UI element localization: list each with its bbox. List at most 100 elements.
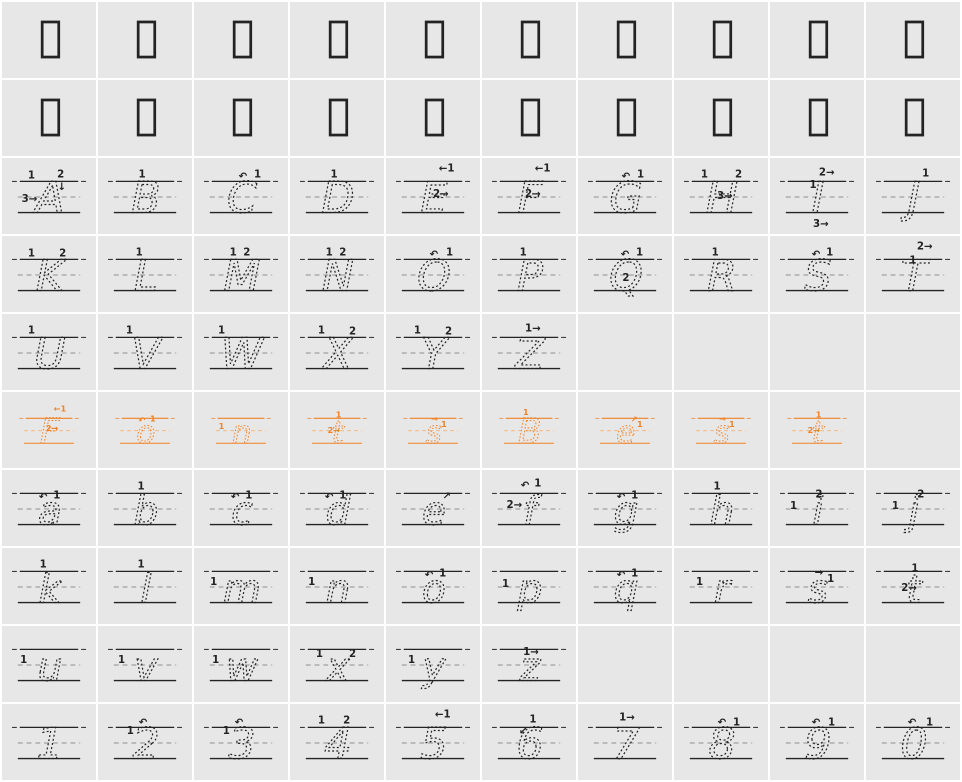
glyph-cell-d[interactable]: d ↶ 1 <box>290 470 384 546</box>
glyph-cell-Z[interactable]: Z 1→ <box>482 314 576 390</box>
glyph-cell-o[interactable]: o ↶ 1 <box>98 392 192 468</box>
glyph-cell-e[interactable]: e ↗ <box>386 470 480 546</box>
glyph-cell-8[interactable]: 8 ↶ 1 <box>674 704 768 780</box>
svg-text:←1: ←1 <box>535 164 551 175</box>
svg-text:4: 4 <box>324 720 351 770</box>
glyph-cell-5[interactable]: 5 ←1 <box>386 704 480 780</box>
notdef-glyph-cell[interactable] <box>386 2 480 78</box>
glyph-cell-g[interactable]: g ↶ 1 <box>578 470 672 546</box>
glyph-cell-1[interactable]: 1 <box>2 704 96 780</box>
glyph-cell-9[interactable]: 9 ↶ 1 <box>770 704 864 780</box>
notdef-glyph-cell[interactable] <box>290 80 384 156</box>
notdef-glyph-cell[interactable] <box>578 80 672 156</box>
glyph-cell-Q[interactable]: Q ↶ 1 2 <box>578 236 672 312</box>
traced-letter-6: 61↙ <box>491 715 567 770</box>
notdef-glyph-cell[interactable] <box>2 2 96 78</box>
glyph-cell-2[interactable]: 2 ↶ 1 <box>98 704 192 780</box>
traced-letter-x: x1 2 <box>299 645 375 691</box>
glyph-cell-t[interactable]: t 1 2→ <box>290 392 384 468</box>
svg-text:↶: ↶ <box>137 415 145 425</box>
glyph-cell-s[interactable]: s → 1 <box>770 548 864 624</box>
svg-text:↶: ↶ <box>425 570 434 581</box>
glyph-cell-0[interactable]: 0 ↶ 1 <box>866 704 960 780</box>
notdef-glyph-cell[interactable] <box>674 2 768 78</box>
glyph-cell-F[interactable]: F ←1 2→ <box>482 158 576 234</box>
notdef-glyph-cell[interactable] <box>866 2 960 78</box>
svg-text:1: 1 <box>523 407 529 417</box>
glyph-cell-e[interactable]: e ↗ 1 <box>578 392 672 468</box>
glyph-cell-s[interactable]: s → 1 <box>386 392 480 468</box>
glyph-cell-O[interactable]: O ↶ 1 <box>386 236 480 312</box>
notdef-glyph-cell[interactable] <box>770 80 864 156</box>
notdef-glyph-cell[interactable] <box>98 2 192 78</box>
glyph-cell-a[interactable]: a ↶ 1 <box>2 470 96 546</box>
glyph-cell-o[interactable]: o ↶ 1 <box>386 548 480 624</box>
notdef-glyph-cell[interactable] <box>674 80 768 156</box>
glyph-cell-S[interactable]: S ↶ 1 <box>770 236 864 312</box>
glyph-cell-7[interactable]: 7 1→ <box>578 704 672 780</box>
glyph-cell-T[interactable]: T 2→ 1 <box>866 236 960 312</box>
glyph-cell-q[interactable]: q ↶ 1 <box>578 548 672 624</box>
glyph-cell-E[interactable]: E ←1 2→ <box>386 158 480 234</box>
notdef-glyph-cell[interactable] <box>194 2 288 78</box>
glyph-cell-s[interactable]: s → 1 <box>674 392 768 468</box>
glyph-cell-C[interactable]: C ↶ 1 <box>194 158 288 234</box>
glyph-cell-H[interactable]: H 1 2 3→ <box>674 158 768 234</box>
glyph-cell-t[interactable]: t 1 2→ <box>866 548 960 624</box>
glyph-cell-3[interactable]: 3 ↶ 1 <box>194 704 288 780</box>
notdef-glyph-cell[interactable] <box>98 80 192 156</box>
notdef-glyph-cell[interactable] <box>578 2 672 78</box>
glyph-cell-f[interactable]: f ↶ 1 2→ <box>482 470 576 546</box>
notdef-glyph-cell[interactable] <box>770 2 864 78</box>
glyph-cell-I[interactable]: I 2→ 1 3→ <box>770 158 864 234</box>
glyph-cell-F[interactable]: F ←1 2→ <box>2 392 96 468</box>
notdef-glyph-cell[interactable] <box>386 80 480 156</box>
glyph-cell-t[interactable]: t 1 2→ <box>770 392 864 468</box>
notdef-glyph-cell[interactable] <box>290 2 384 78</box>
glyph-cell-G[interactable]: G ↶ 1 <box>578 158 672 234</box>
glyph-cell-c[interactable]: c ↶ 1 <box>194 470 288 546</box>
notdef-glyph-cell[interactable] <box>482 80 576 156</box>
notdef-glyph-cell[interactable] <box>194 80 288 156</box>
traced-letter-R: R1 <box>683 247 759 302</box>
notdef-glyph-cell[interactable] <box>866 80 960 156</box>
svg-text:1: 1 <box>28 170 35 181</box>
notdef-glyph-cell[interactable] <box>482 2 576 78</box>
glyph-cell-z[interactable]: z 1→ <box>482 626 576 702</box>
glyph-cell-6[interactable]: 6 1 ↙ <box>482 704 576 780</box>
glyph-cell-A[interactable]: A 1 2 ↓ 3→ <box>2 158 96 234</box>
notdef-glyph-cell[interactable] <box>2 80 96 156</box>
